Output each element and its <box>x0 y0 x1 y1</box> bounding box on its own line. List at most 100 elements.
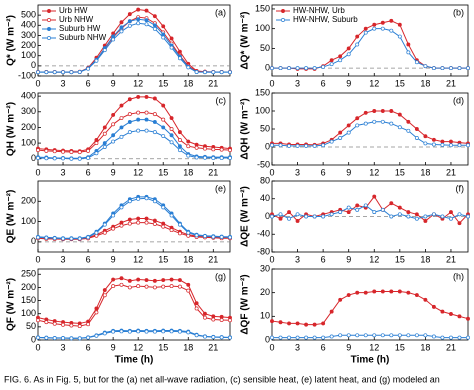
series-line <box>272 20 468 70</box>
data-point <box>414 212 419 217</box>
data-point <box>61 236 65 241</box>
data-point <box>161 35 166 40</box>
legend-marker <box>47 9 51 13</box>
data-point <box>466 316 470 321</box>
data-point <box>102 141 107 146</box>
data-point <box>372 119 377 124</box>
data-point <box>321 335 326 340</box>
data-point <box>127 329 132 334</box>
y-axis-label: ΔQ* (W m⁻²) <box>240 11 251 69</box>
data-point <box>44 156 49 161</box>
data-point <box>144 8 149 13</box>
data-point <box>36 318 40 323</box>
data-point <box>389 109 394 113</box>
series-line <box>37 330 231 339</box>
data-point <box>397 34 402 39</box>
data-point <box>94 58 99 63</box>
data-point <box>169 228 174 233</box>
data-point <box>346 130 351 135</box>
data-point <box>177 284 182 289</box>
data-point <box>86 235 91 240</box>
data-point <box>397 289 402 294</box>
data-point <box>449 210 453 215</box>
data-point <box>329 309 334 314</box>
data-point <box>102 125 107 130</box>
data-point <box>152 285 157 290</box>
data-point <box>355 116 360 121</box>
legend-marker <box>47 36 51 40</box>
data-point <box>397 212 402 217</box>
data-point <box>397 205 402 210</box>
data-point <box>389 214 394 219</box>
y-tick-label: 100 <box>255 105 270 115</box>
data-point <box>169 213 174 218</box>
x-tick-label: 3 <box>295 167 300 177</box>
data-point <box>321 143 326 148</box>
data-point <box>270 143 274 148</box>
x-tick-label: 18 <box>183 254 193 264</box>
data-point <box>389 289 394 294</box>
legend-marker <box>47 18 51 22</box>
data-point <box>127 23 132 28</box>
data-point <box>152 112 157 117</box>
data-point <box>270 66 274 71</box>
data-point <box>111 37 116 42</box>
x-tick-label: 12 <box>133 254 143 264</box>
legend-label: Suburb HW <box>59 24 101 33</box>
y-tick-label: -50 <box>257 159 270 169</box>
data-point <box>144 196 149 201</box>
data-point <box>457 143 462 148</box>
data-point <box>457 66 462 71</box>
x-tick-label: 15 <box>395 167 405 177</box>
data-point <box>380 26 385 31</box>
data-point <box>329 139 334 144</box>
data-point <box>406 290 411 295</box>
data-point <box>119 223 124 228</box>
x-tick-label: 0 <box>269 254 274 264</box>
data-point <box>372 289 377 294</box>
data-point <box>355 203 360 208</box>
data-point <box>304 214 309 219</box>
y-tick-label: 0 <box>265 141 270 151</box>
data-point <box>144 110 149 115</box>
caption: FIG. 6. As in Fig. 5, but for the (a) ne… <box>4 374 440 384</box>
x-tick-label: 0 <box>35 342 40 352</box>
data-point <box>144 278 149 282</box>
data-point <box>406 210 411 215</box>
data-point <box>372 109 377 113</box>
data-point <box>423 141 428 146</box>
x-tick-label: 21 <box>208 342 218 352</box>
data-point <box>161 278 166 282</box>
x-tick-label: 12 <box>369 167 379 177</box>
data-point <box>211 156 216 160</box>
x-tick-label: 9 <box>346 254 351 264</box>
panel-label: (h) <box>453 271 464 281</box>
data-point <box>177 130 182 135</box>
x-tick-label: 21 <box>446 342 456 352</box>
x-tick-label: 15 <box>395 254 405 264</box>
data-point <box>52 336 57 341</box>
data-point <box>119 276 124 281</box>
data-point <box>449 139 453 144</box>
data-point <box>102 288 107 292</box>
y-tick-label: 50 <box>26 321 36 331</box>
x-tick-label: 3 <box>61 78 66 88</box>
data-point <box>177 231 182 236</box>
y-tick-label: 0 <box>31 60 36 70</box>
data-point <box>136 17 141 22</box>
data-point <box>363 121 368 126</box>
data-point <box>102 222 107 227</box>
data-point <box>304 322 309 327</box>
data-point <box>389 333 394 338</box>
data-point <box>177 222 182 227</box>
data-point <box>144 18 149 23</box>
data-point <box>329 58 334 63</box>
x-tick-label: 0 <box>35 78 40 88</box>
x-tick-label: 0 <box>269 78 274 88</box>
y-axis-label: Q* (W m⁻²) <box>6 15 17 66</box>
x-tick-label: 9 <box>346 167 351 177</box>
series-line <box>272 334 468 339</box>
y-axis-label: ΔQE (W m⁻²) <box>240 186 251 247</box>
x-tick-label: 9 <box>346 78 351 88</box>
